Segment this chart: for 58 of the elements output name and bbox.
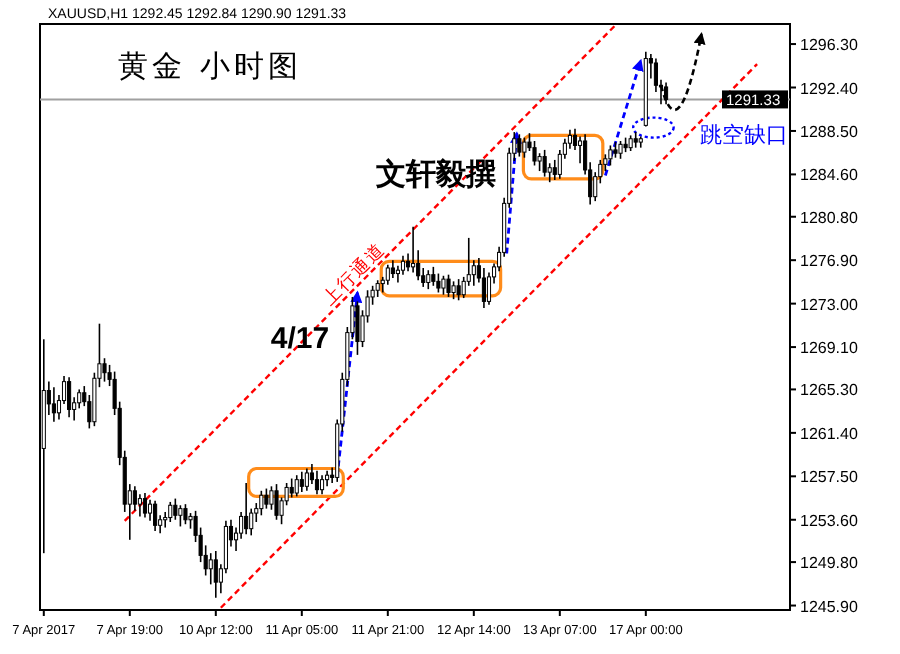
candlestick (426, 269, 431, 290)
candlestick (547, 162, 552, 183)
candlestick (102, 357, 107, 383)
candlestick (213, 550, 218, 599)
candlestick (259, 489, 264, 517)
y-tick-label: 1269.10 (800, 339, 859, 358)
candlestick (663, 81, 669, 106)
y-tick-label: 1296.30 (800, 36, 859, 55)
annotation: 文轩毅撰 (374, 156, 496, 192)
candlestick (304, 467, 309, 492)
candlestick (532, 140, 537, 167)
y-tick-label: 1261.40 (800, 424, 859, 443)
text: 黄金 小时图 (118, 48, 302, 84)
candlestick (542, 149, 547, 178)
candlestick (51, 386, 56, 423)
candlestick (183, 503, 188, 526)
candlestick (456, 278, 461, 302)
candlestick (137, 493, 142, 518)
candlestick (178, 504, 183, 528)
y-tick-label: 1288.50 (800, 122, 859, 141)
candlestick (274, 483, 279, 521)
y-tick-label: 1280.80 (800, 208, 859, 227)
candlestick (446, 273, 451, 298)
candlestick (314, 469, 320, 495)
candlestick (294, 474, 299, 498)
candlestick (269, 485, 274, 511)
y-tick-label: 1253.60 (800, 511, 859, 530)
y-tick-label: 1257.50 (800, 468, 859, 487)
candlestick (153, 500, 158, 532)
annotation: 上行通道 (318, 238, 391, 311)
y-tick-label: 1292.40 (800, 79, 859, 98)
candlestick (517, 133, 522, 158)
y-tick-label: 1276.90 (800, 252, 859, 271)
candlestick (319, 474, 325, 495)
annotation: 跳空缺口 (700, 122, 788, 148)
candlestick (522, 136, 527, 159)
annotation: 4/17 (270, 322, 330, 356)
y-tick-label: 1265.30 (800, 381, 859, 400)
candlestick (173, 497, 178, 521)
candlestick (264, 487, 269, 510)
candlestick (431, 266, 436, 287)
candlestick (142, 492, 148, 519)
candlestick (411, 225, 416, 274)
candlestick (289, 477, 294, 499)
y-tick-label: 1273.00 (800, 295, 859, 314)
candlestick (168, 501, 173, 523)
candlestick (299, 471, 304, 493)
candlestick (436, 272, 441, 294)
candlestick (385, 263, 390, 286)
candlestick (67, 376, 72, 419)
candlestick (608, 144, 613, 167)
candlestick (486, 271, 492, 306)
candlestick (400, 254, 406, 276)
candlestick (441, 274, 446, 296)
y-tick-label: 1284.60 (800, 166, 859, 185)
candlestick (244, 482, 249, 536)
y-tick-label: 1249.80 (800, 554, 859, 573)
y-tick-label: 1245.90 (800, 597, 859, 616)
